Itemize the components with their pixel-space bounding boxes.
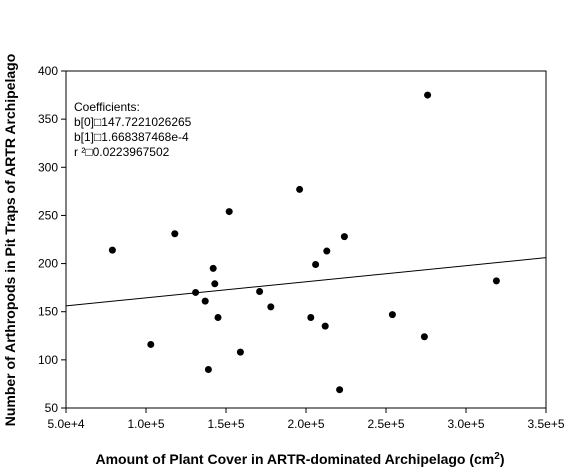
data-point xyxy=(211,280,219,288)
data-point xyxy=(225,208,233,216)
data-point xyxy=(340,233,348,241)
x-tick-label: 1.0e+5 xyxy=(127,417,164,431)
x-tick-label: 2.5e+5 xyxy=(367,417,404,431)
coefficients-line: b[1]□1.668387468e-4 xyxy=(74,130,189,144)
y-tick-label: 200 xyxy=(38,257,58,271)
regression-line xyxy=(65,257,547,307)
y-tick-label: 250 xyxy=(38,208,58,222)
data-point xyxy=(201,297,209,305)
data-point xyxy=(420,333,428,341)
coefficients-annotation: Coefficients: b[0]□147.7221026265 b[1]□1… xyxy=(74,100,192,159)
x-tick-label: 2.0e+5 xyxy=(287,417,324,431)
data-point xyxy=(192,288,200,296)
data-point xyxy=(388,311,396,319)
data-point xyxy=(307,313,315,321)
data-point xyxy=(424,91,432,99)
data-point xyxy=(492,277,500,285)
coefficients-line: r ²□0.0223967502 xyxy=(74,145,170,159)
y-tick-label: 300 xyxy=(38,160,58,174)
x-tick-label: 1.5e+5 xyxy=(207,417,244,431)
x-axis-title: Amount of Plant Cover in ARTR-dominated … xyxy=(96,451,505,467)
y-tick-label: 350 xyxy=(38,112,58,126)
data-point xyxy=(267,303,275,311)
coefficients-line: b[0]□147.7221026265 xyxy=(74,115,192,129)
data-point xyxy=(171,230,179,238)
y-tick-label: 150 xyxy=(38,305,58,319)
y-tick-label: 400 xyxy=(38,64,58,78)
coefficients-line: Coefficients: xyxy=(74,100,140,114)
data-point xyxy=(214,313,222,321)
data-point xyxy=(147,340,155,348)
data-point xyxy=(204,365,212,373)
data-point xyxy=(321,322,329,330)
data-point xyxy=(236,348,244,356)
data-point xyxy=(256,287,264,295)
x-tick-label: 5.0e+4 xyxy=(47,417,84,431)
data-point xyxy=(312,261,320,269)
data-point xyxy=(209,264,217,272)
x-tick-label: 3.0e+5 xyxy=(447,417,484,431)
data-point xyxy=(323,247,331,255)
x-tick-label: 3.5e+5 xyxy=(527,417,564,431)
y-axis-title: Number of Arthropods in Pit Traps of ART… xyxy=(2,54,18,427)
y-tick-label: 50 xyxy=(45,401,59,415)
data-point xyxy=(336,386,344,394)
data-point xyxy=(108,246,116,254)
y-tick-label: 100 xyxy=(38,353,58,367)
data-point xyxy=(296,185,304,193)
